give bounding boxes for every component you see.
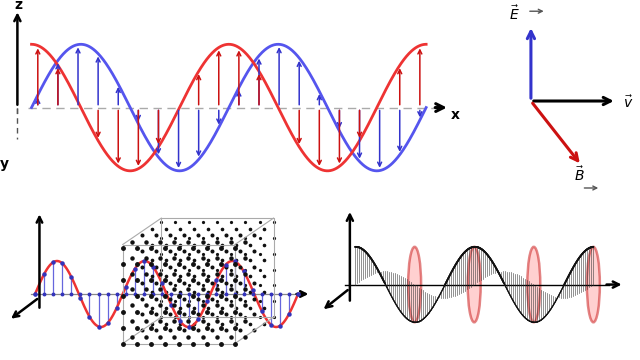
Ellipse shape <box>527 247 540 322</box>
Ellipse shape <box>587 247 600 322</box>
Text: $\vec{B}$: $\vec{B}$ <box>574 165 584 184</box>
Text: y: y <box>0 157 9 171</box>
Ellipse shape <box>408 247 421 322</box>
Text: $\vec{v}$: $\vec{v}$ <box>623 94 633 111</box>
Text: x: x <box>451 108 460 122</box>
Text: z: z <box>14 0 22 13</box>
Text: $\vec{E}$: $\vec{E}$ <box>509 4 520 23</box>
Ellipse shape <box>468 247 481 322</box>
